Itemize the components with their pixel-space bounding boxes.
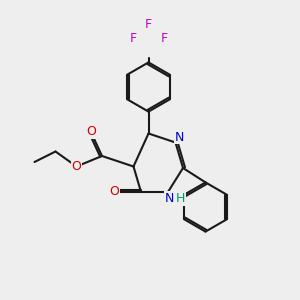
Text: N: N — [174, 130, 184, 144]
Text: H: H — [176, 192, 185, 205]
Text: F: F — [129, 32, 137, 46]
Text: N: N — [165, 192, 174, 205]
Text: O: O — [109, 185, 119, 198]
Text: O: O — [72, 160, 81, 173]
Text: F: F — [145, 18, 152, 32]
Text: O: O — [87, 125, 96, 139]
Text: F: F — [160, 32, 168, 46]
